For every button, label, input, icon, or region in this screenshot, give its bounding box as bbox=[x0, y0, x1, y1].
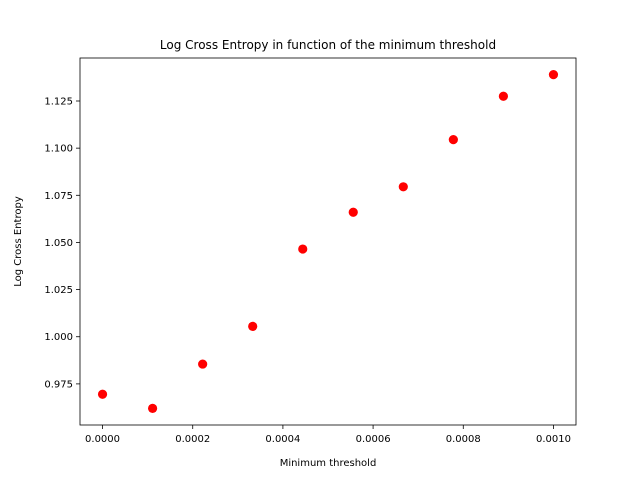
data-point bbox=[248, 321, 258, 331]
y-tick-label: 1.075 bbox=[44, 191, 73, 202]
y-tick-label: 1.050 bbox=[44, 238, 73, 249]
x-axis-label: Minimum threshold bbox=[280, 458, 377, 469]
data-point bbox=[147, 403, 158, 414]
data-points bbox=[97, 69, 559, 414]
x-axis-ticks: 0.0000 0.0002 0.0004 0.0006 0.0008 0.0010 bbox=[85, 425, 571, 445]
y-axis-ticks: 0.975 1.000 1.025 1.050 1.075 1.100 1.125 bbox=[44, 96, 80, 390]
y-tick-label: 1.100 bbox=[44, 144, 73, 155]
data-point bbox=[548, 69, 559, 80]
data-point bbox=[498, 91, 509, 101]
y-tick-label: 0.975 bbox=[44, 379, 73, 390]
x-tick-label: 0.0008 bbox=[446, 434, 481, 445]
chart-title: Log Cross Entropy in function of the min… bbox=[160, 38, 496, 52]
y-tick-label: 1.125 bbox=[44, 96, 73, 107]
x-tick-label: 0.0004 bbox=[265, 434, 300, 445]
data-point bbox=[448, 135, 458, 145]
plot-frame bbox=[79, 57, 577, 426]
data-point bbox=[198, 359, 208, 369]
y-tick-label: 1.025 bbox=[44, 285, 73, 296]
y-axis-label: Log Cross Entropy bbox=[13, 196, 24, 287]
data-point bbox=[298, 244, 308, 254]
x-tick-label: 0.0006 bbox=[356, 434, 391, 445]
data-point bbox=[97, 389, 108, 399]
data-point bbox=[398, 182, 408, 192]
x-tick-label: 0.0000 bbox=[85, 434, 120, 445]
y-tick-label: 1.000 bbox=[44, 332, 73, 343]
data-point bbox=[348, 207, 358, 217]
x-tick-label: 0.0002 bbox=[175, 434, 210, 445]
x-tick-label: 0.0010 bbox=[536, 434, 571, 445]
